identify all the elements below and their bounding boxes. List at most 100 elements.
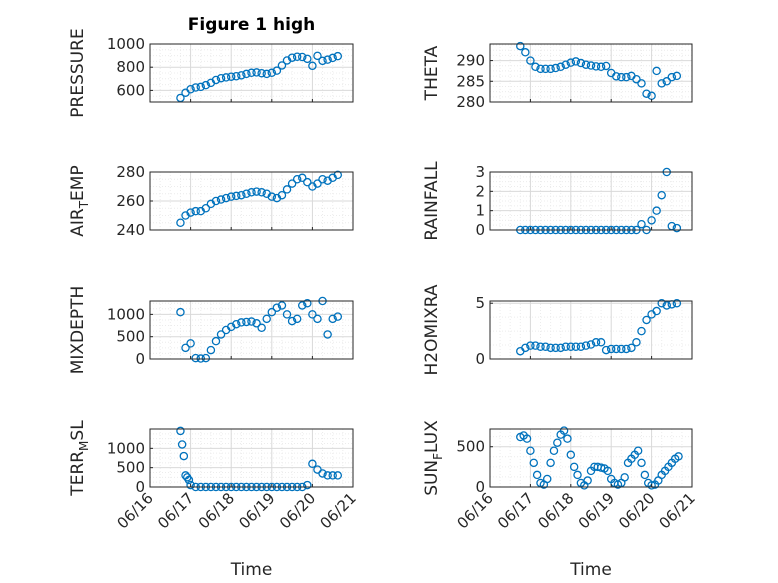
data-point	[247, 317, 256, 326]
y-tick-label: 0	[475, 478, 485, 496]
x-tick-label: 06/21	[656, 489, 699, 532]
data-point	[308, 459, 317, 469]
x-tick-label: 06/20	[276, 489, 319, 532]
data-point	[633, 446, 643, 455]
data-point	[333, 170, 343, 180]
data-point	[292, 314, 302, 324]
y-axis-label: THETA	[422, 45, 442, 101]
y-axis-label: AIRTEMP	[68, 165, 91, 236]
y-axis-label: RAINFALL	[422, 161, 442, 241]
plot-area	[150, 301, 353, 359]
data-point	[563, 434, 572, 443]
data-point	[586, 340, 596, 349]
y-tick-label: 3	[475, 163, 485, 181]
data-point	[606, 344, 616, 354]
data-point	[211, 75, 221, 85]
data-point	[242, 189, 251, 198]
data-point	[617, 72, 626, 82]
data-point	[297, 173, 307, 183]
data-point	[262, 314, 271, 324]
data-point	[551, 343, 560, 353]
data-point	[287, 179, 297, 188]
data-point	[546, 458, 555, 468]
data-point	[571, 57, 581, 66]
data-point	[247, 188, 256, 197]
figure-title: Figure 1 high	[188, 15, 316, 35]
y-tick-label: 1	[475, 202, 485, 220]
y-axis-label: SUNFLUX	[422, 420, 445, 496]
data-point	[551, 63, 560, 73]
data-point	[566, 342, 576, 351]
data-point	[637, 458, 646, 468]
data-point	[612, 72, 621, 81]
x-tick-label: 06/18	[534, 489, 577, 532]
data-point	[237, 71, 246, 80]
axis-box	[149, 428, 354, 488]
y-tick-label: 500	[116, 328, 145, 346]
y-tick-label: 260	[116, 192, 145, 210]
axis-box	[489, 428, 693, 488]
data-point	[252, 68, 261, 77]
data-point	[262, 69, 271, 79]
x-axis-label: Time	[569, 560, 612, 580]
data-point	[637, 326, 646, 336]
y-tick-label: 280	[116, 163, 145, 181]
data-point	[201, 203, 211, 213]
data-point	[186, 208, 195, 217]
data-point	[216, 73, 226, 83]
data-point	[176, 307, 185, 317]
data-point	[596, 62, 606, 72]
data-point	[184, 475, 194, 485]
data-point	[536, 342, 545, 351]
axis-box	[489, 300, 693, 360]
subplot-6: 0 5 H2OMIXRA	[422, 284, 693, 376]
y-tick-label: 1000	[107, 439, 145, 457]
subplot-7: 05001000TERRMSL06/1606/1706/1806/1906/20…	[68, 420, 360, 580]
data-point	[546, 343, 555, 353]
data-point	[201, 353, 211, 363]
x-tick-label: 06/19	[575, 489, 618, 532]
data-point	[257, 68, 266, 78]
data-point	[333, 312, 343, 321]
data-point	[603, 466, 613, 476]
data-point	[620, 473, 629, 482]
data-point	[303, 177, 312, 187]
data-point	[561, 60, 571, 69]
plot-area	[490, 44, 692, 102]
data-point	[323, 471, 332, 480]
data-point	[522, 434, 532, 443]
data-point	[242, 69, 251, 79]
data-point	[632, 74, 641, 84]
data-point	[318, 56, 327, 66]
y-tick-label: 0	[475, 221, 485, 239]
data-point	[179, 451, 189, 461]
data-point	[303, 54, 312, 64]
data-point	[323, 55, 332, 64]
data-point	[541, 342, 550, 351]
data-point	[196, 82, 205, 92]
data-point	[328, 471, 337, 480]
data-point	[308, 61, 317, 71]
data-point	[267, 307, 277, 317]
data-point	[647, 481, 656, 490]
data-point	[516, 41, 525, 51]
data-point	[221, 193, 231, 203]
data-point	[672, 298, 682, 308]
data-point	[591, 62, 601, 71]
data-point	[181, 343, 190, 353]
data-point	[657, 79, 666, 88]
y-tick-label: 0	[135, 478, 145, 496]
data-point	[297, 52, 307, 62]
data-point	[549, 446, 559, 455]
data-point	[559, 426, 569, 435]
data-point	[226, 322, 236, 332]
data-point	[282, 310, 292, 319]
data-point	[277, 301, 287, 310]
data-point	[526, 446, 535, 455]
x-tick-label: 06/21	[317, 489, 360, 532]
data-point	[292, 174, 302, 184]
data-point	[657, 190, 666, 200]
data-point	[622, 344, 631, 354]
data-point	[216, 330, 226, 339]
